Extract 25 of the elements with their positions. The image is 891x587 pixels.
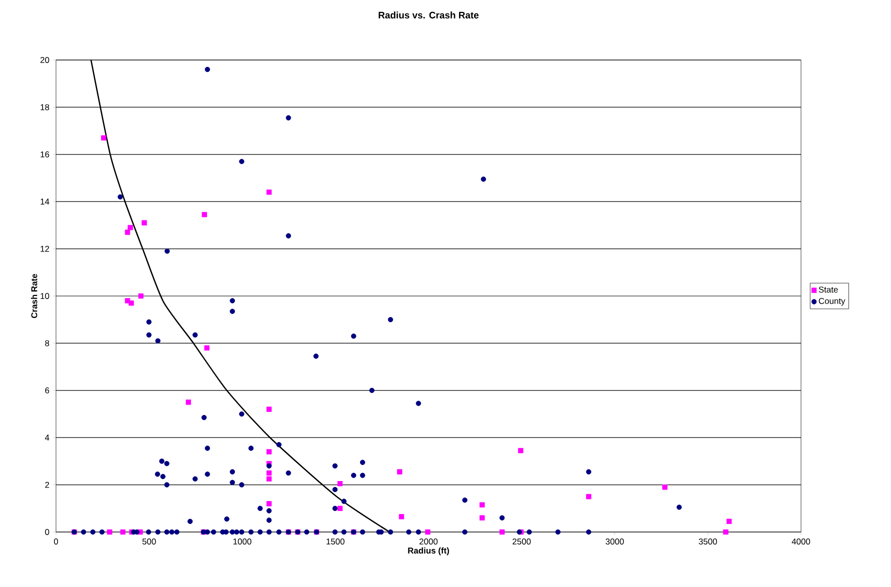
x-tick-label: 0 [54, 538, 58, 545]
y-tick-label: 14 [40, 198, 50, 205]
legend-label: County [818, 298, 846, 306]
y-tick-label: 10 [40, 293, 50, 299]
y-tick-label: 20 [40, 57, 50, 63]
y-tick-label: 12 [40, 246, 50, 252]
y-tick-label: 2 [45, 482, 50, 488]
x-tick-label: 3000 [606, 538, 624, 545]
y-axis-title: Crash Rate [30, 274, 38, 318]
x-tick-label: 500 [142, 538, 156, 545]
x-tick-label: 4000 [792, 538, 810, 545]
x-tick-label: 2500 [512, 538, 531, 545]
y-tick-label: 6 [45, 387, 50, 394]
chart-title: Radius vs. Crash Rate [378, 12, 479, 18]
y-tick-label: 16 [40, 151, 50, 158]
x-tick-label: 2000 [420, 538, 438, 545]
y-tick-label: 18 [40, 104, 50, 110]
x-axis-title: Radius (ft) [408, 547, 449, 556]
y-tick-label: 4 [44, 434, 50, 441]
y-tick-label: 8 [45, 340, 50, 346]
x-tick-label: 1000 [233, 538, 252, 545]
legend-label: State [818, 286, 838, 293]
x-tick-label: 1500 [326, 538, 344, 545]
y-tick-label: 0 [45, 529, 50, 535]
x-tick-label: 3500 [698, 538, 717, 545]
